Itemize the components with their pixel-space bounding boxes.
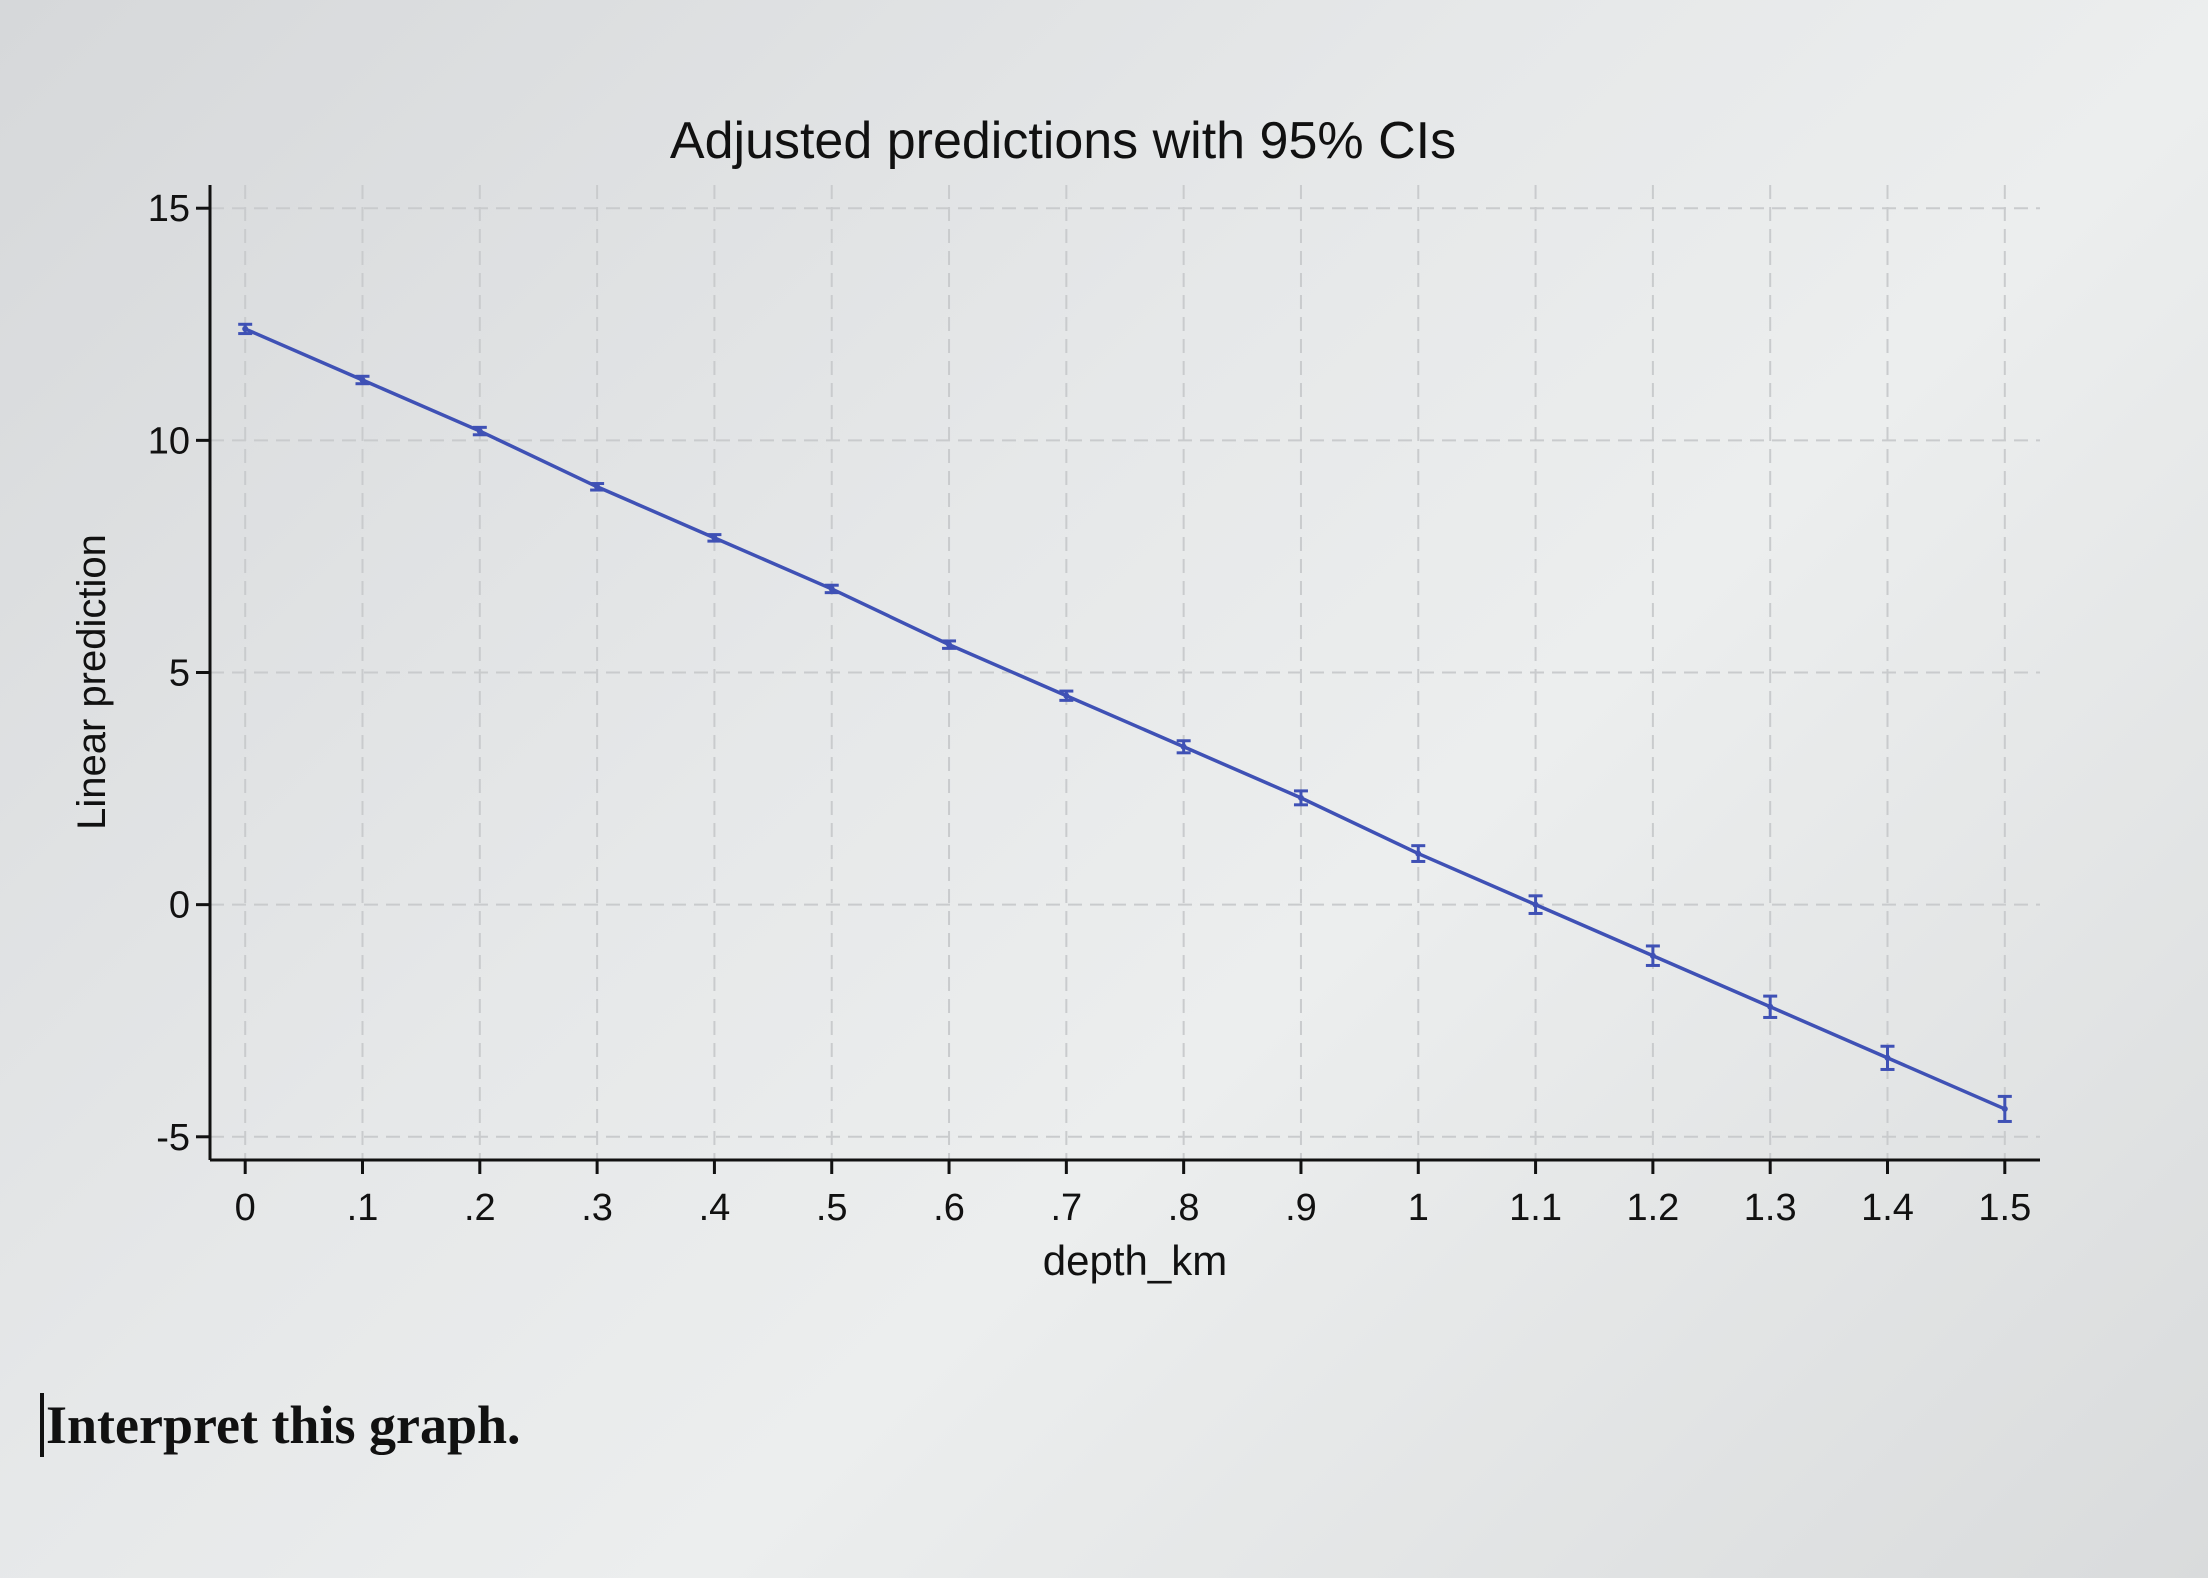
x-tick-label: 1.2 <box>1626 1187 1679 1229</box>
x-tick-label: 1.5 <box>1978 1187 2031 1229</box>
prediction-point <box>1649 952 1656 959</box>
prediction-point <box>1532 901 1539 908</box>
x-tick-label: .4 <box>699 1187 731 1229</box>
x-tick-label: 1.4 <box>1861 1187 1914 1229</box>
y-tick-label: 5 <box>169 653 190 695</box>
prediction-line <box>242 325 2008 1112</box>
prediction-point <box>359 377 366 383</box>
prediction-point <box>711 534 718 541</box>
x-tick-label: .8 <box>1168 1187 1200 1229</box>
chart-title: Adjusted predictions with 95% CIs <box>670 112 1456 170</box>
prediction-point <box>476 428 483 435</box>
x-tick-label: .6 <box>933 1187 965 1229</box>
x-tick-label: 0 <box>235 1187 256 1229</box>
prediction-point <box>1297 794 1304 801</box>
prediction-chart: 0 .1 .2 .3 .4 .5 .6 .7 .8 .9 1 1.1 1.2 1.3 1.4 1.5 -5 0 5… <box>70 112 2040 1284</box>
prediction-point <box>1884 1054 1891 1061</box>
prediction-series-line <box>244 327 2006 1111</box>
x-tick-label: .1 <box>347 1187 379 1229</box>
prediction-point <box>594 483 601 490</box>
axes <box>196 185 2040 1174</box>
x-tick-label: .9 <box>1285 1187 1317 1229</box>
prediction-point <box>828 585 835 592</box>
y-tick-label: -5 <box>156 1117 190 1159</box>
x-tick-label: .5 <box>816 1187 848 1229</box>
text-cursor <box>40 1393 44 1457</box>
x-tick-label: .2 <box>464 1187 496 1229</box>
x-tick-labels: 0 .1 .2 .3 .4 .5 .6 .7 .8 .9 1 1.1 1.2 1.3 1.4 1.5 <box>235 1187 2032 1229</box>
prediction-point <box>242 325 249 332</box>
grid-lines <box>210 185 2040 1160</box>
prediction-point <box>1767 1003 1774 1010</box>
x-tick-label: 1 <box>1408 1187 1429 1229</box>
y-axis-label: Linear prediction <box>70 534 114 830</box>
prediction-point <box>1063 692 1070 699</box>
x-tick-label: 1.3 <box>1744 1187 1797 1229</box>
x-tick-label: .3 <box>581 1187 613 1229</box>
prediction-point <box>1415 850 1422 857</box>
y-tick-labels: -5 0 5 10 15 <box>148 188 190 1159</box>
x-axis-label: depth_km <box>1043 1237 1227 1284</box>
x-tick-label: .7 <box>1050 1187 1082 1229</box>
question-prompt: Interpret this graph. <box>40 1393 521 1457</box>
x-tick-label: 1.1 <box>1509 1187 1562 1229</box>
question-text: Interpret this graph. <box>46 1395 521 1455</box>
prediction-point <box>1180 743 1187 750</box>
y-tick-label: 10 <box>148 420 190 462</box>
prediction-point <box>2001 1105 2008 1112</box>
y-tick-label: 0 <box>169 885 190 927</box>
prediction-point <box>946 641 953 648</box>
y-tick-label: 15 <box>148 188 190 230</box>
